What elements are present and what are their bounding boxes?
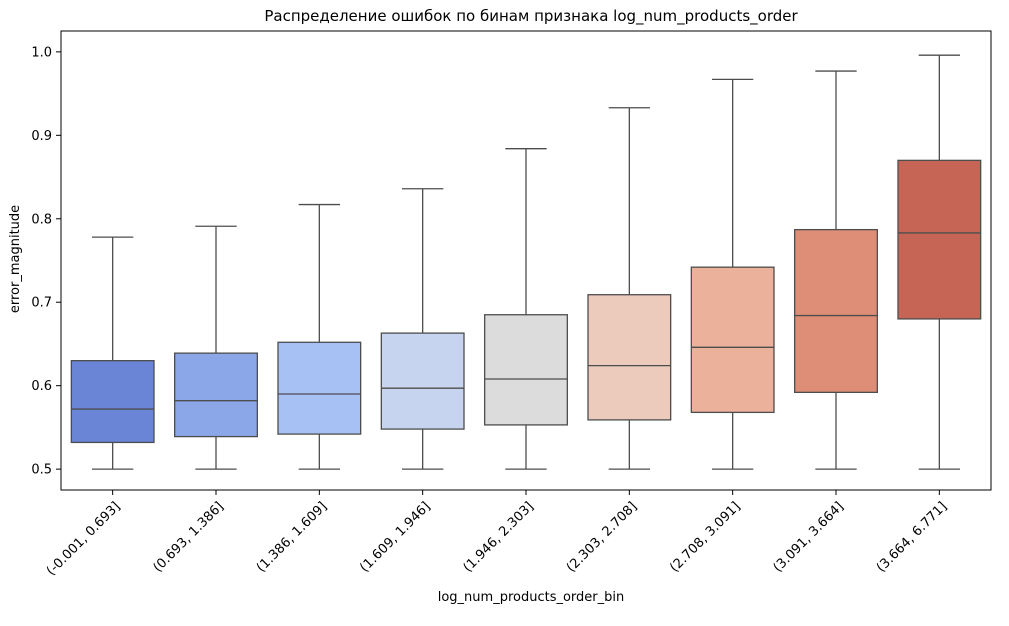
x-tick-label: (1.386, 1.609] bbox=[254, 499, 330, 575]
y-tick-label: 0.9 bbox=[31, 129, 52, 144]
x-tick-label: (2.303, 2.708] bbox=[564, 499, 640, 575]
x-axis-label: log_num_products_order_bin bbox=[438, 590, 625, 605]
box bbox=[794, 228, 878, 394]
box bbox=[484, 314, 568, 426]
box bbox=[70, 359, 155, 444]
y-tick-label: 0.7 bbox=[31, 296, 52, 311]
x-tick-label: (1.609, 1.946] bbox=[357, 499, 433, 575]
box bbox=[897, 159, 982, 320]
chart-title: Распределение ошибок по бинам признака l… bbox=[264, 7, 798, 26]
x-tick-label: (3.664, 6.771] bbox=[874, 499, 950, 575]
x-tick-label: (1.946, 2.303] bbox=[461, 499, 537, 575]
plot-area: 0.5 0.6 0.7 0.8 0.9 1.0 (-0.001, 0.693] (0.693,… bbox=[31, 30, 992, 579]
y-tick-label: 0.6 bbox=[31, 379, 52, 394]
box bbox=[587, 294, 672, 421]
box bbox=[174, 352, 258, 438]
box bbox=[690, 266, 775, 414]
x-tick-label: (2.708, 3.091] bbox=[667, 499, 743, 575]
y-tick-label: 0.5 bbox=[31, 463, 52, 478]
x-tick-label: (0.693, 1.386] bbox=[151, 499, 227, 575]
x-tick-label: (3.091, 3.664] bbox=[771, 499, 847, 575]
x-tick-label: (-0.001, 0.693] bbox=[44, 499, 124, 579]
y-tick-label: 0.8 bbox=[31, 212, 52, 227]
box bbox=[380, 332, 465, 430]
box bbox=[277, 341, 362, 435]
y-axis-label: error_magnitude bbox=[8, 205, 23, 313]
y-tick-label: 1.0 bbox=[31, 45, 52, 60]
